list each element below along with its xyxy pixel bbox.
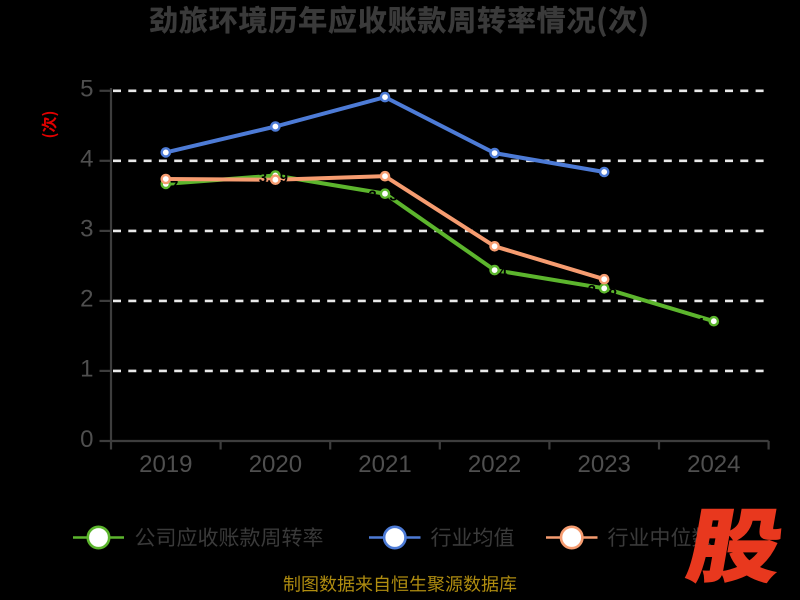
svg-text:2: 2 — [80, 286, 93, 313]
svg-text:2024: 2024 — [687, 451, 740, 478]
svg-text:0: 0 — [80, 426, 93, 453]
svg-text:2023: 2023 — [578, 451, 631, 478]
svg-text:3: 3 — [80, 216, 93, 243]
svg-text:1: 1 — [80, 356, 93, 383]
svg-text:2021: 2021 — [358, 451, 411, 478]
svg-text:4: 4 — [80, 146, 93, 173]
svg-text:2019: 2019 — [139, 451, 192, 478]
svg-text:2022: 2022 — [468, 451, 521, 478]
svg-text:5: 5 — [80, 76, 93, 103]
svg-text:2020: 2020 — [249, 451, 302, 478]
